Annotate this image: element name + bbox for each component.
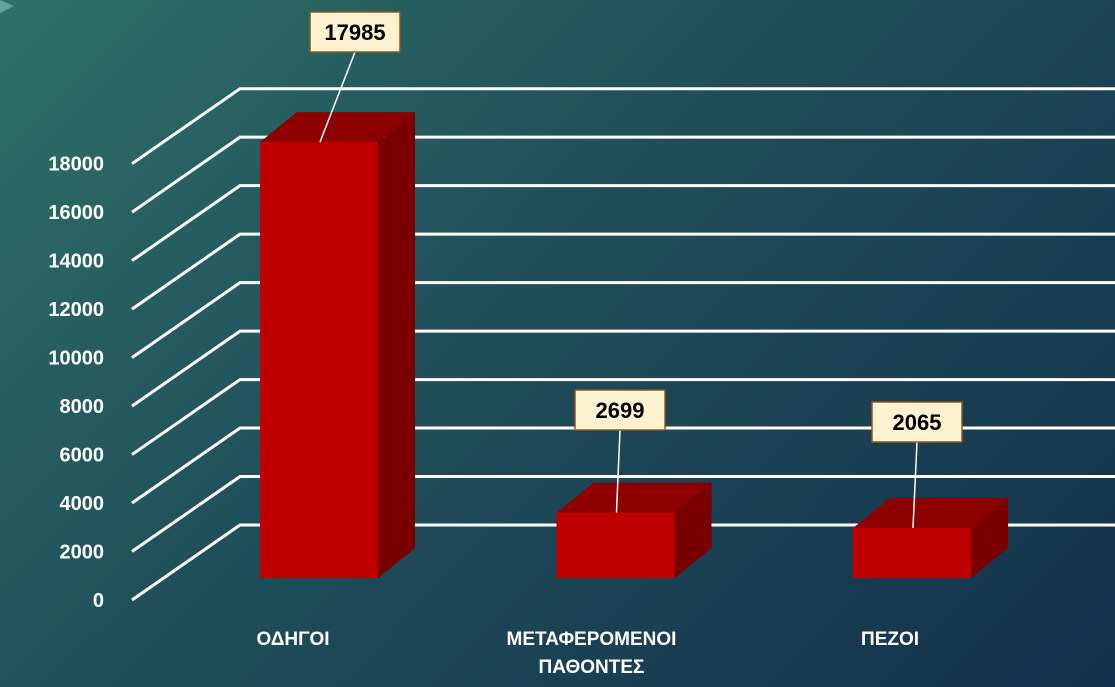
data-label-box	[574, 389, 666, 431]
bar-side	[674, 482, 712, 578]
y-tick-label: 2000	[60, 542, 105, 564]
grid-line	[131, 281, 1115, 359]
x-tick-label: ΟΔΗΓΟΙ	[256, 629, 330, 650]
grid-line	[131, 523, 1115, 602]
y-tick-label: 6000	[60, 445, 105, 467]
leader-line	[319, 51, 356, 143]
data-label: 17985	[324, 20, 385, 45]
grid-line	[131, 475, 1115, 553]
grid-line	[131, 232, 1115, 311]
y-tick-label: 18000	[48, 154, 104, 176]
bar-top	[260, 112, 415, 143]
grid-line	[131, 87, 1115, 165]
x-tick-label: ΠΕΖΟΙ	[860, 629, 920, 650]
y-tick-label: 8000	[60, 396, 105, 418]
bar	[260, 142, 378, 578]
grid-line	[131, 426, 1115, 505]
y-tick-label: 4000	[60, 493, 105, 515]
leader-line	[912, 441, 918, 528]
data-label-box	[871, 401, 963, 443]
grid-line	[131, 329, 1115, 408]
data-label-box	[309, 11, 401, 53]
y-tick-label: 10000	[48, 348, 104, 370]
grid-line	[131, 378, 1115, 456]
y-tick-label: 12000	[48, 299, 104, 321]
bar-side	[971, 497, 1008, 578]
x-tick-label: ΜΕΤΑΦΕΡΟΜΕΝΟΙ ΠΑΘΟΝΤΕΣ	[506, 629, 677, 678]
data-label: 2699	[596, 398, 645, 423]
corner-decoration	[0, 0, 14, 13]
y-tick-label: 16000	[48, 202, 104, 224]
grid-line	[131, 135, 1115, 214]
y-tick-label: 0	[93, 590, 104, 612]
bar	[556, 512, 675, 578]
y-tick-label: 14000	[48, 251, 104, 273]
bar-top	[556, 482, 712, 513]
leader-line	[615, 429, 621, 513]
bar	[853, 527, 971, 578]
bar-top	[853, 497, 1008, 528]
data-label: 2065	[893, 410, 942, 435]
grid-line	[131, 184, 1115, 262]
bar-side	[378, 112, 415, 578]
